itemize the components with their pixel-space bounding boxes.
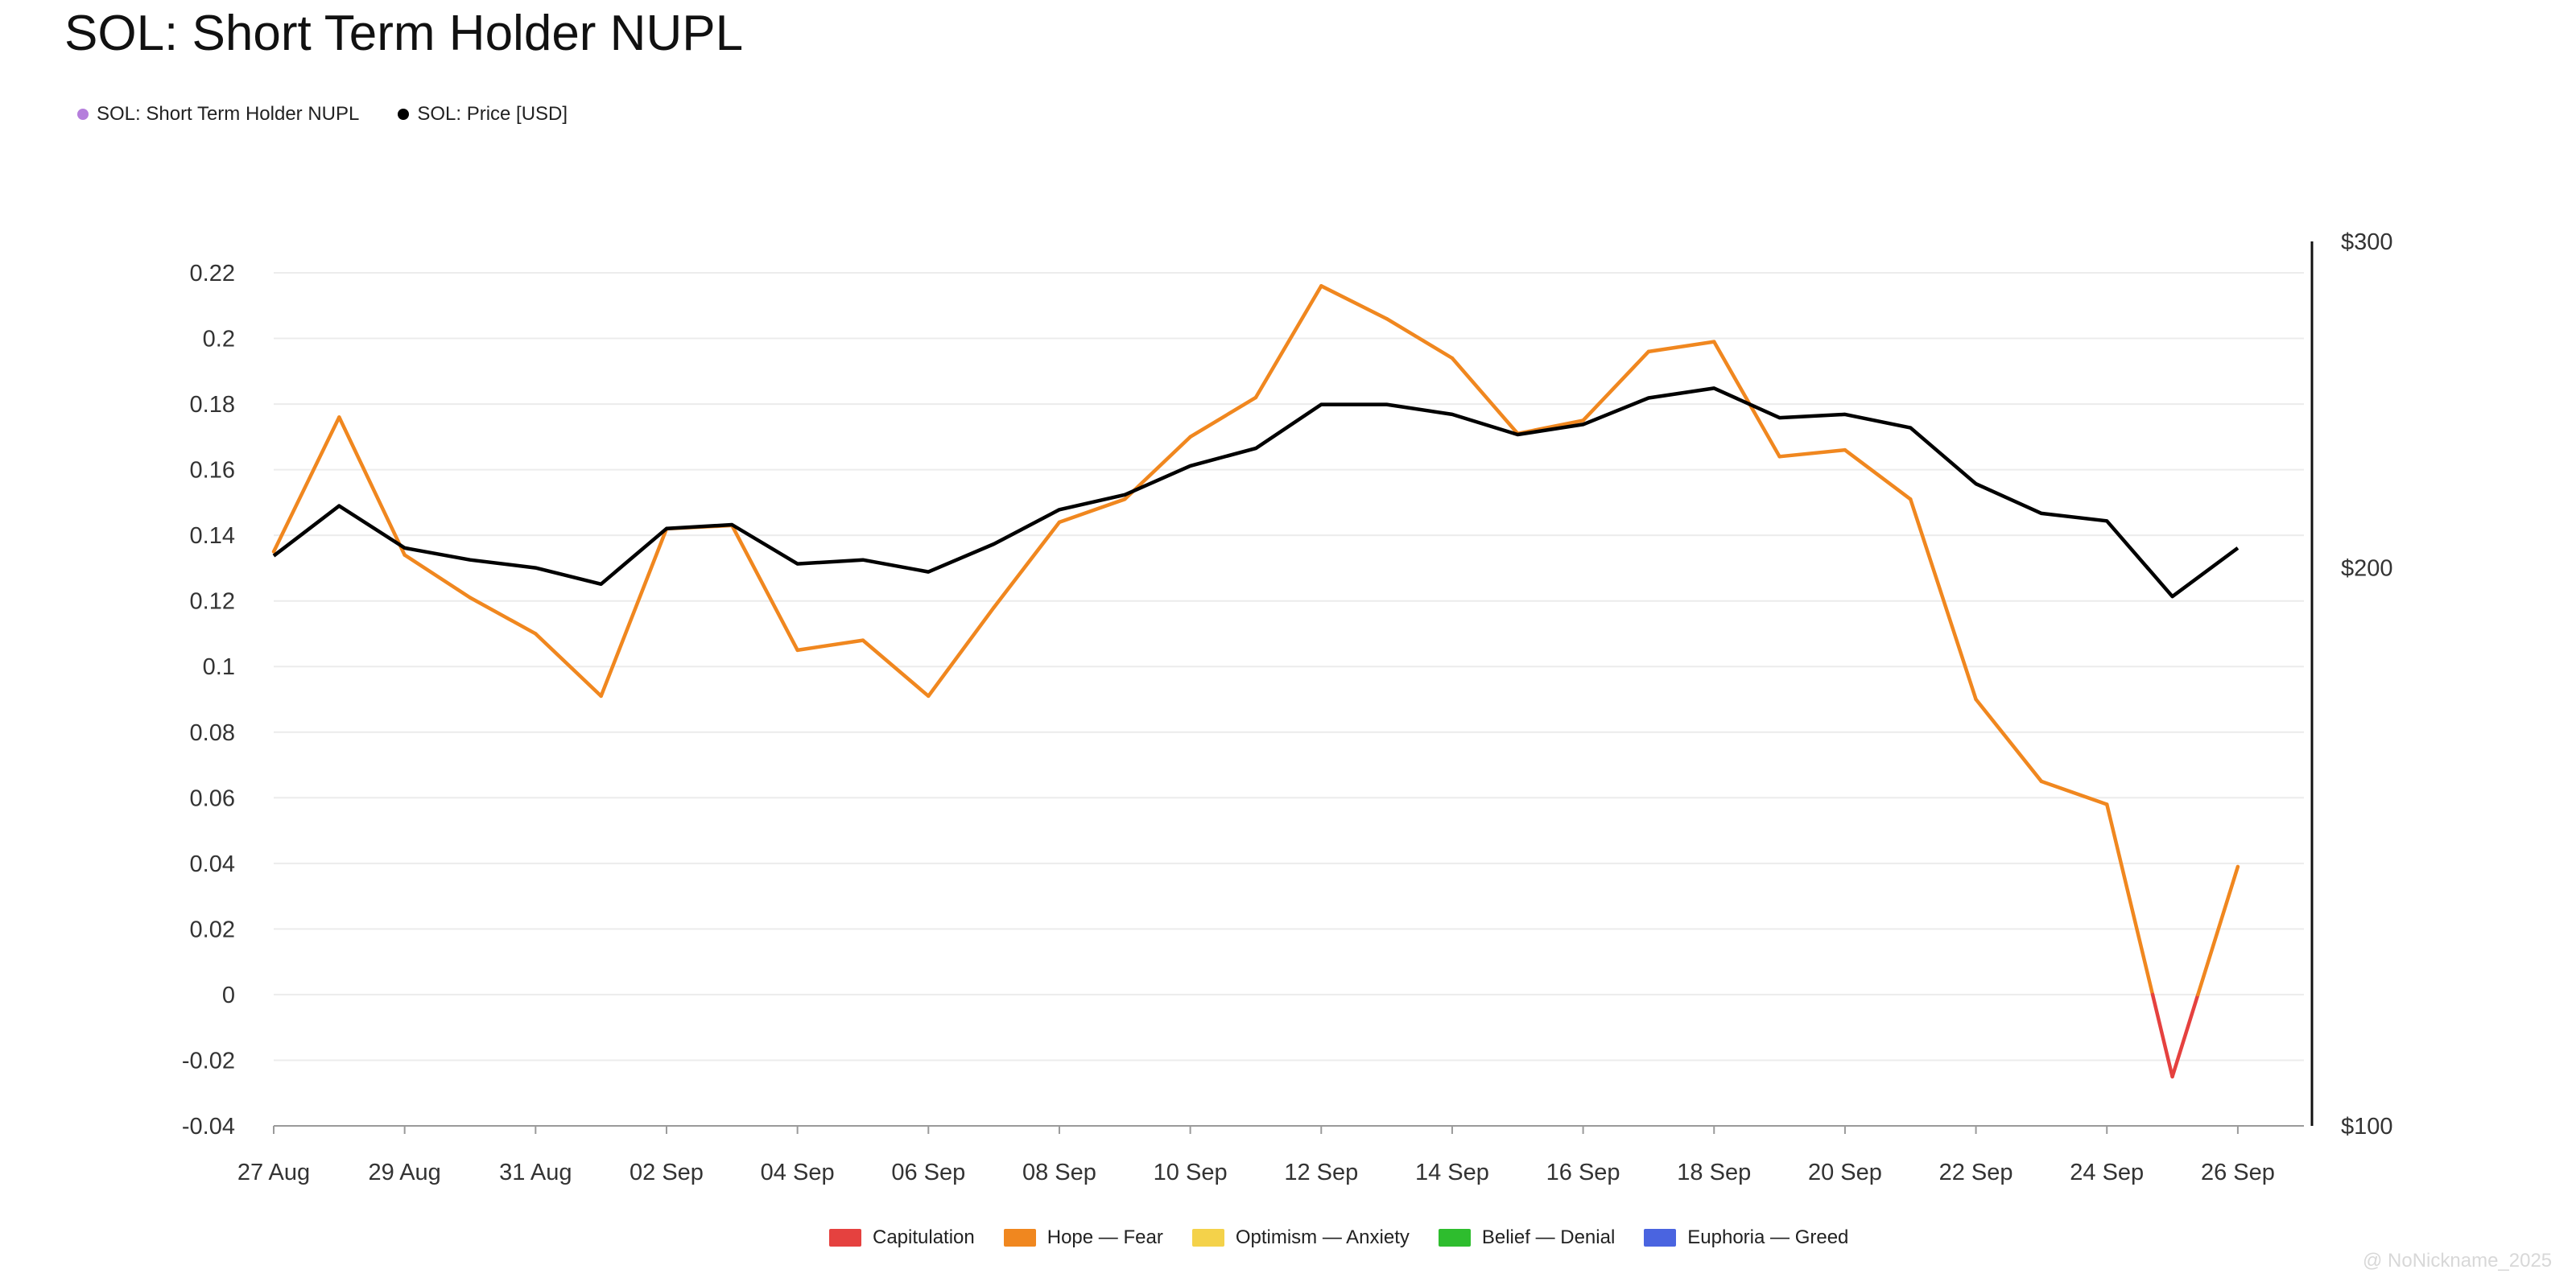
legend-item-price[interactable]: SOL: Price [USD]	[398, 103, 568, 126]
x-tick-label: 22 Sep	[1939, 1160, 2013, 1185]
x-tick-label: 20 Sep	[1808, 1160, 1882, 1185]
nupl-segment	[1057, 497, 1127, 525]
series-legend: SOL: Short Term Holder NUPL SOL: Price […	[77, 103, 568, 126]
left-tick-label: 0.1	[203, 654, 235, 680]
nupl-segment	[1777, 447, 1847, 459]
left-tick-label: 0	[222, 983, 235, 1008]
left-tick-label: 0.18	[190, 392, 235, 418]
nupl-segment	[730, 523, 799, 653]
x-tick-label: 14 Sep	[1415, 1160, 1489, 1185]
nupl-segment	[795, 638, 865, 653]
nupl-segment	[927, 605, 996, 699]
left-axis-ticks: 0.22 0.2 0.18 0.16 0.14 0.12 0.1 0.08 0.06 0.04 0.…	[182, 261, 235, 1140]
left-tick-label: 0.02	[190, 917, 235, 942]
zone-swatch-belief-denial	[1438, 1229, 1471, 1247]
chart-title: SOL: Short Term Holder NUPL	[64, 6, 744, 61]
nupl-segment	[468, 596, 538, 636]
price-line	[272, 386, 2240, 599]
gridlines	[274, 272, 2304, 1127]
nupl-segment	[599, 526, 669, 699]
x-tick-label: 29 Aug	[368, 1160, 440, 1185]
x-tick-label: 24 Sep	[2070, 1160, 2144, 1185]
nupl-segment	[992, 520, 1062, 610]
x-axis-ticks: 27 Aug 29 Aug 31 Aug 02 Sep 04 Sep 06 Sep 08 S…	[237, 1126, 2275, 1185]
nupl-segment	[1712, 340, 1781, 459]
right-tick-label: $200	[2341, 556, 2393, 582]
nupl-segment	[1974, 697, 2044, 784]
nupl-segment	[1646, 340, 1716, 354]
nupl-segment	[1385, 316, 1455, 361]
x-tick-label: 27 Aug	[237, 1160, 310, 1185]
nupl-segment	[271, 415, 341, 554]
zone-label-capitulation: Capitulation	[873, 1226, 975, 1248]
left-tick-label: 0.06	[190, 785, 235, 811]
zone-legend-belief-denial[interactable]: Belief — Denial	[1438, 1226, 1616, 1249]
zone-legend-euphoria-greed[interactable]: Euphoria — Greed	[1644, 1226, 1848, 1249]
x-tick-label: 04 Sep	[761, 1160, 835, 1185]
nupl-segment	[1188, 395, 1258, 439]
x-tick-label: 18 Sep	[1677, 1160, 1751, 1185]
x-tick-label: 26 Sep	[2201, 1160, 2275, 1185]
left-tick-label: -0.04	[182, 1114, 235, 1140]
x-tick-label: 08 Sep	[1022, 1160, 1096, 1185]
nupl-segment	[2196, 864, 2240, 997]
left-tick-label: 0.04	[190, 851, 235, 877]
left-tick-label: 0.22	[190, 261, 235, 286]
zone-legend-optimism-anxiety[interactable]: Optimism — Anxiety	[1191, 1226, 1410, 1249]
zone-label-optimism-anxiety: Optimism — Anxiety	[1235, 1226, 1410, 1248]
nupl-segment	[1843, 447, 1913, 501]
legend-item-nupl[interactable]: SOL: Short Term Holder NUPL	[77, 103, 359, 126]
nupl-segment	[2104, 802, 2155, 997]
nupl-segment	[2150, 992, 2174, 1079]
nupl-segment	[1253, 284, 1323, 400]
watermark-text: @ NoNickname_2025	[2363, 1250, 2553, 1272]
nupl-segment	[402, 553, 473, 600]
right-tick-label: $100	[2341, 1114, 2393, 1140]
x-tick-label: 10 Sep	[1154, 1160, 1228, 1185]
nupl-segment	[1450, 356, 1520, 436]
left-tick-label: -0.02	[182, 1048, 235, 1074]
left-tick-label: 0.08	[190, 720, 235, 746]
zone-label-euphoria-greed: Euphoria — Greed	[1687, 1226, 1849, 1248]
left-tick-label: 0.12	[190, 589, 235, 615]
left-tick-label: 0.2	[203, 327, 235, 352]
zone-legend-capitulation[interactable]: Capitulation	[829, 1226, 975, 1249]
right-axis: $300 $200 $100	[2310, 229, 2393, 1140]
x-tick-label: 06 Sep	[891, 1160, 965, 1185]
nupl-segment	[2170, 992, 2200, 1079]
nupl-segment	[1581, 349, 1651, 423]
left-tick-label: 0.14	[190, 523, 235, 549]
series-price-line	[272, 386, 2240, 599]
zone-label-belief-denial: Belief — Denial	[1481, 1226, 1616, 1248]
nupl-segment	[1909, 497, 1978, 702]
nupl-segment	[337, 415, 407, 557]
legend-label-price: SOL: Price [USD]	[417, 103, 568, 125]
nupl-segment	[861, 638, 931, 699]
x-tick-label: 16 Sep	[1546, 1160, 1620, 1185]
legend-dot-price	[398, 109, 410, 120]
right-tick-label: $300	[2341, 229, 2393, 255]
series-nupl-line	[271, 284, 2240, 1079]
nupl-segment	[534, 632, 603, 699]
zone-swatch-optimism-anxiety	[1191, 1229, 1224, 1247]
zone-swatch-hope-fear	[1003, 1229, 1036, 1247]
zone-legend-hope-fear[interactable]: Hope — Fear	[1003, 1226, 1163, 1249]
zone-label-hope-fear: Hope — Fear	[1046, 1226, 1163, 1248]
nupl-segment	[2039, 779, 2109, 806]
x-tick-label: 31 Aug	[499, 1160, 572, 1185]
zone-swatch-capitulation	[829, 1229, 861, 1247]
legend-dot-nupl	[77, 109, 89, 120]
left-tick-label: 0.16	[190, 458, 235, 484]
nupl-segment	[1319, 284, 1389, 321]
x-tick-label: 12 Sep	[1284, 1160, 1358, 1185]
legend-label-nupl: SOL: Short Term Holder NUPL	[97, 103, 360, 125]
x-tick-label: 02 Sep	[630, 1160, 704, 1185]
zone-swatch-euphoria-greed	[1644, 1229, 1677, 1247]
zone-legend: Capitulation Hope — Fear Optimism — Anxi…	[829, 1226, 1848, 1249]
